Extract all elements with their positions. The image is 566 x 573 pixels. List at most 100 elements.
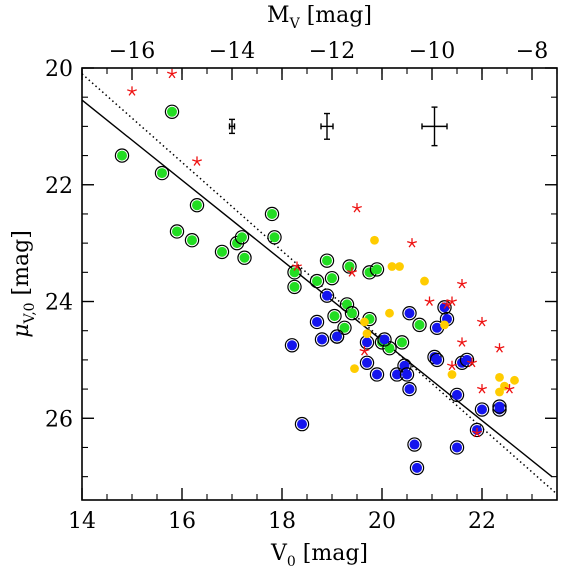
- star-marker: [424, 296, 435, 306]
- point-ring: [309, 314, 325, 330]
- green-point: [289, 267, 300, 278]
- blue-point: [477, 404, 487, 415]
- top-tick-label: −16: [109, 39, 155, 64]
- star-marker: [407, 238, 417, 248]
- star-spoke: [352, 205, 358, 209]
- yellow-point: [385, 308, 394, 318]
- green-point: [217, 246, 227, 257]
- blue-point: [452, 389, 462, 400]
- point-ring: [184, 233, 200, 248]
- point-ring: [314, 332, 330, 347]
- blue-point: [402, 369, 412, 380]
- star-spoke: [461, 340, 467, 343]
- star-marker: [292, 261, 302, 271]
- point-ring: [329, 329, 345, 344]
- yellow-point: [495, 387, 504, 397]
- error-bar: [228, 118, 236, 135]
- star-spoke: [457, 281, 463, 285]
- yellow-point: [370, 235, 379, 245]
- green-point: [172, 226, 182, 237]
- star-spoke: [426, 301, 431, 306]
- green-point: [269, 232, 280, 243]
- yellow-point: [420, 276, 429, 286]
- point-ring: [237, 250, 252, 265]
- point-ring: [359, 355, 375, 371]
- star-spoke: [424, 299, 430, 303]
- green-point: [342, 299, 352, 310]
- star-marker: [477, 384, 487, 394]
- star-spoke: [448, 301, 453, 306]
- star-spoke: [496, 347, 501, 353]
- star-spoke: [457, 340, 463, 343]
- star-spoke: [356, 205, 362, 209]
- point-ring: [449, 440, 465, 455]
- blue-point: [432, 354, 442, 365]
- green-point: [414, 319, 425, 330]
- star-spoke: [171, 71, 177, 75]
- star-spoke: [461, 283, 466, 289]
- blue-point: [404, 308, 415, 319]
- blue-point: [494, 401, 505, 412]
- x-tick-label: 18: [268, 509, 296, 534]
- y-axis-label: μV,0 [mag]: [9, 230, 38, 338]
- point-ring: [114, 148, 130, 163]
- green-point: [167, 106, 177, 117]
- star-marker: [494, 343, 505, 353]
- star-spoke: [481, 321, 486, 327]
- star-spoke: [429, 299, 435, 303]
- star-spoke: [296, 266, 301, 271]
- blue-point: [404, 384, 415, 395]
- yellow-point: [510, 375, 519, 385]
- star-spoke: [477, 319, 483, 323]
- green-point: [327, 273, 337, 284]
- point-ring: [492, 399, 507, 414]
- top-tick-label: −10: [409, 39, 455, 64]
- star-spoke: [196, 159, 202, 163]
- star-marker: [467, 357, 477, 368]
- star-spoke: [477, 386, 483, 390]
- point-ring: [342, 259, 357, 274]
- blue-point: [317, 334, 327, 345]
- blue-point: [452, 442, 462, 453]
- star-spoke: [351, 271, 356, 277]
- blue-point: [432, 322, 442, 333]
- star-spoke: [481, 319, 487, 323]
- green-point: [117, 150, 127, 161]
- green-point: [347, 308, 357, 319]
- error-bars: [228, 106, 448, 147]
- star-spoke: [446, 304, 451, 309]
- blue-point: [392, 369, 402, 380]
- y-tick-label: 22: [45, 174, 73, 199]
- star-spoke: [494, 346, 500, 349]
- green-point: [239, 252, 250, 263]
- point-ring: [402, 381, 417, 397]
- green-point: [187, 235, 197, 246]
- yellow-point: [360, 317, 369, 327]
- star-marker: [477, 316, 487, 327]
- y-tick-label: 26: [45, 407, 73, 432]
- star-marker: [167, 68, 177, 79]
- x-tick-label: 22: [468, 509, 496, 534]
- x-tick-label: 20: [368, 509, 396, 534]
- point-ring: [412, 317, 427, 333]
- fit-line-solid: [82, 99, 553, 478]
- blue-point: [412, 462, 422, 473]
- point-ring: [437, 300, 452, 315]
- green-point: [312, 276, 322, 287]
- point-ring: [459, 352, 475, 368]
- star-spoke: [476, 432, 481, 438]
- green-point: [397, 337, 407, 348]
- fit-lines: [82, 73, 557, 495]
- point-ring: [164, 104, 180, 119]
- point-ring: [474, 402, 490, 417]
- star-spoke: [127, 89, 133, 92]
- point-ring: [287, 279, 302, 295]
- star-spoke: [442, 302, 448, 306]
- y-tick-label: 24: [45, 291, 73, 316]
- yellow-point: [395, 262, 404, 271]
- star-spoke: [196, 161, 201, 166]
- point-ring: [402, 305, 417, 321]
- star-marker: [457, 279, 467, 289]
- star-spoke: [451, 301, 456, 306]
